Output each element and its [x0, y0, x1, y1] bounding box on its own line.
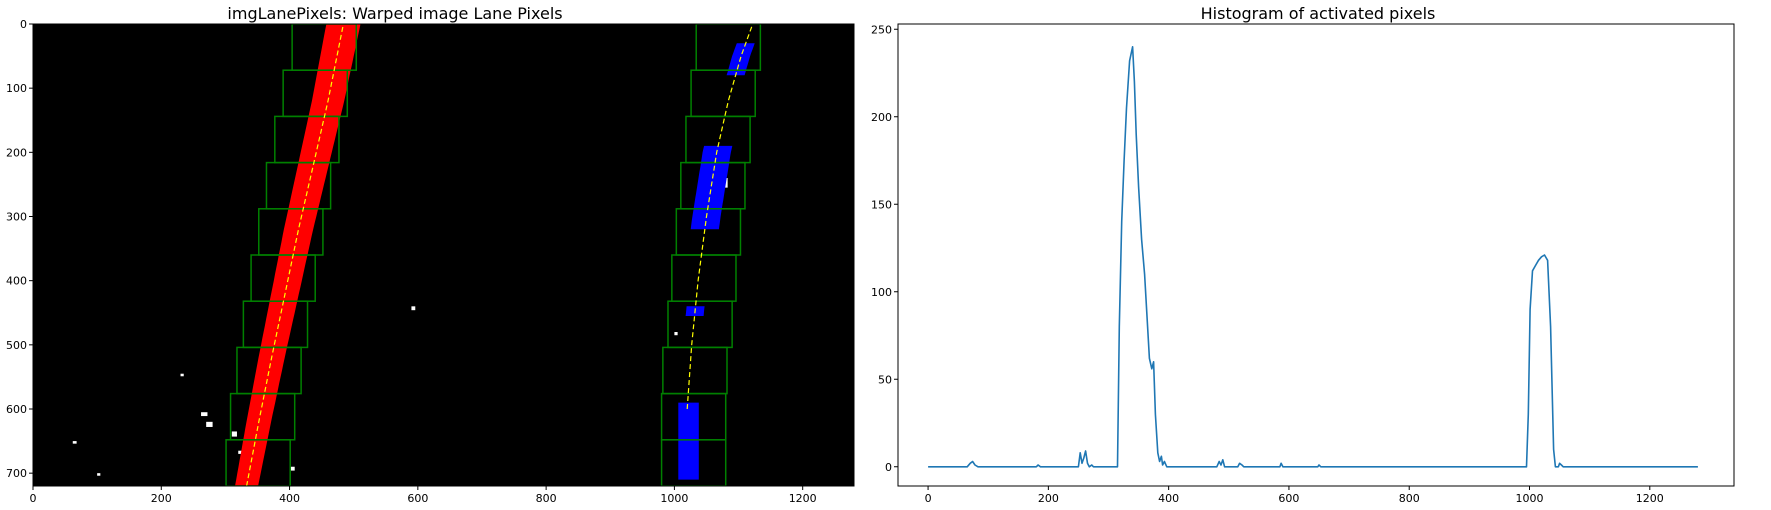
noise-pixel	[97, 473, 101, 476]
right-search-window	[695, 24, 762, 71]
lane-pixels-title: imgLanePixels: Warped image Lane Pixels	[227, 4, 562, 23]
y-tick-label: 250	[871, 23, 892, 36]
left-fit-line	[246, 24, 344, 486]
y-tick-label: 500	[6, 339, 27, 352]
histogram-content	[928, 45, 1698, 468]
lane-image-content	[72, 24, 762, 486]
y-tick-label: 0	[20, 18, 27, 31]
noise-pixel	[674, 332, 678, 336]
x-tick-label: 800	[1399, 492, 1420, 505]
right-fit-line	[686, 24, 754, 410]
right-lane-pixels	[678, 402, 699, 480]
x-tick-label: 1200	[789, 492, 817, 505]
x-tick-label: 200	[151, 492, 172, 505]
x-tick-label: 600	[407, 492, 428, 505]
noise-pixel	[289, 466, 295, 471]
x-tick-label: 1000	[1516, 492, 1544, 505]
x-tick-label: 1000	[660, 492, 688, 505]
noise-pixel	[231, 431, 237, 437]
y-tick-label: 400	[6, 275, 27, 288]
x-tick-label: 0	[30, 492, 37, 505]
x-tick-label: 200	[1038, 492, 1059, 505]
noise-pixel	[180, 373, 184, 377]
left-search-window	[291, 24, 358, 71]
y-tick-label: 200	[871, 111, 892, 124]
histogram-plot: Histogram of activated pixels 0 200 400 600…	[871, 4, 1735, 505]
noise-pixel	[201, 412, 208, 417]
x-tick-label: 600	[1278, 492, 1299, 505]
y-tick-label: 700	[6, 467, 27, 480]
y-tick-label: 600	[6, 403, 27, 416]
lane-image-frame	[32, 23, 855, 487]
y-tick-label: 200	[6, 146, 27, 159]
histogram-line	[928, 45, 1698, 468]
x-tick-label: 400	[1158, 492, 1179, 505]
histogram-axes: 0 200 400 600 800 1000 1200 0 50 100 150 200 250	[871, 23, 1664, 505]
x-tick-label: 0	[925, 492, 932, 505]
noise-pixel	[72, 441, 77, 444]
histogram-title: Histogram of activated pixels	[1201, 4, 1436, 23]
lane-pixels-plot: imgLanePixels: Warped image Lane Pixels …	[6, 4, 855, 505]
x-tick-label: 800	[536, 492, 557, 505]
lane-image-axes: 0 200 400 600 800 1000 1200 0 100 200 300 400 500 600…	[6, 18, 817, 505]
noise-pixel	[411, 306, 416, 311]
y-tick-label: 150	[871, 198, 892, 211]
noise-pixel	[238, 450, 244, 454]
y-tick-label: 100	[6, 82, 27, 95]
x-tick-label: 400	[279, 492, 300, 505]
y-tick-label: 300	[6, 211, 27, 224]
x-tick-label: 1200	[1636, 492, 1664, 505]
y-tick-label: 50	[878, 373, 892, 386]
y-tick-label: 100	[871, 286, 892, 299]
histogram-frame	[897, 23, 1735, 487]
y-tick-label: 0	[885, 461, 892, 474]
noise-pixel	[206, 421, 213, 427]
